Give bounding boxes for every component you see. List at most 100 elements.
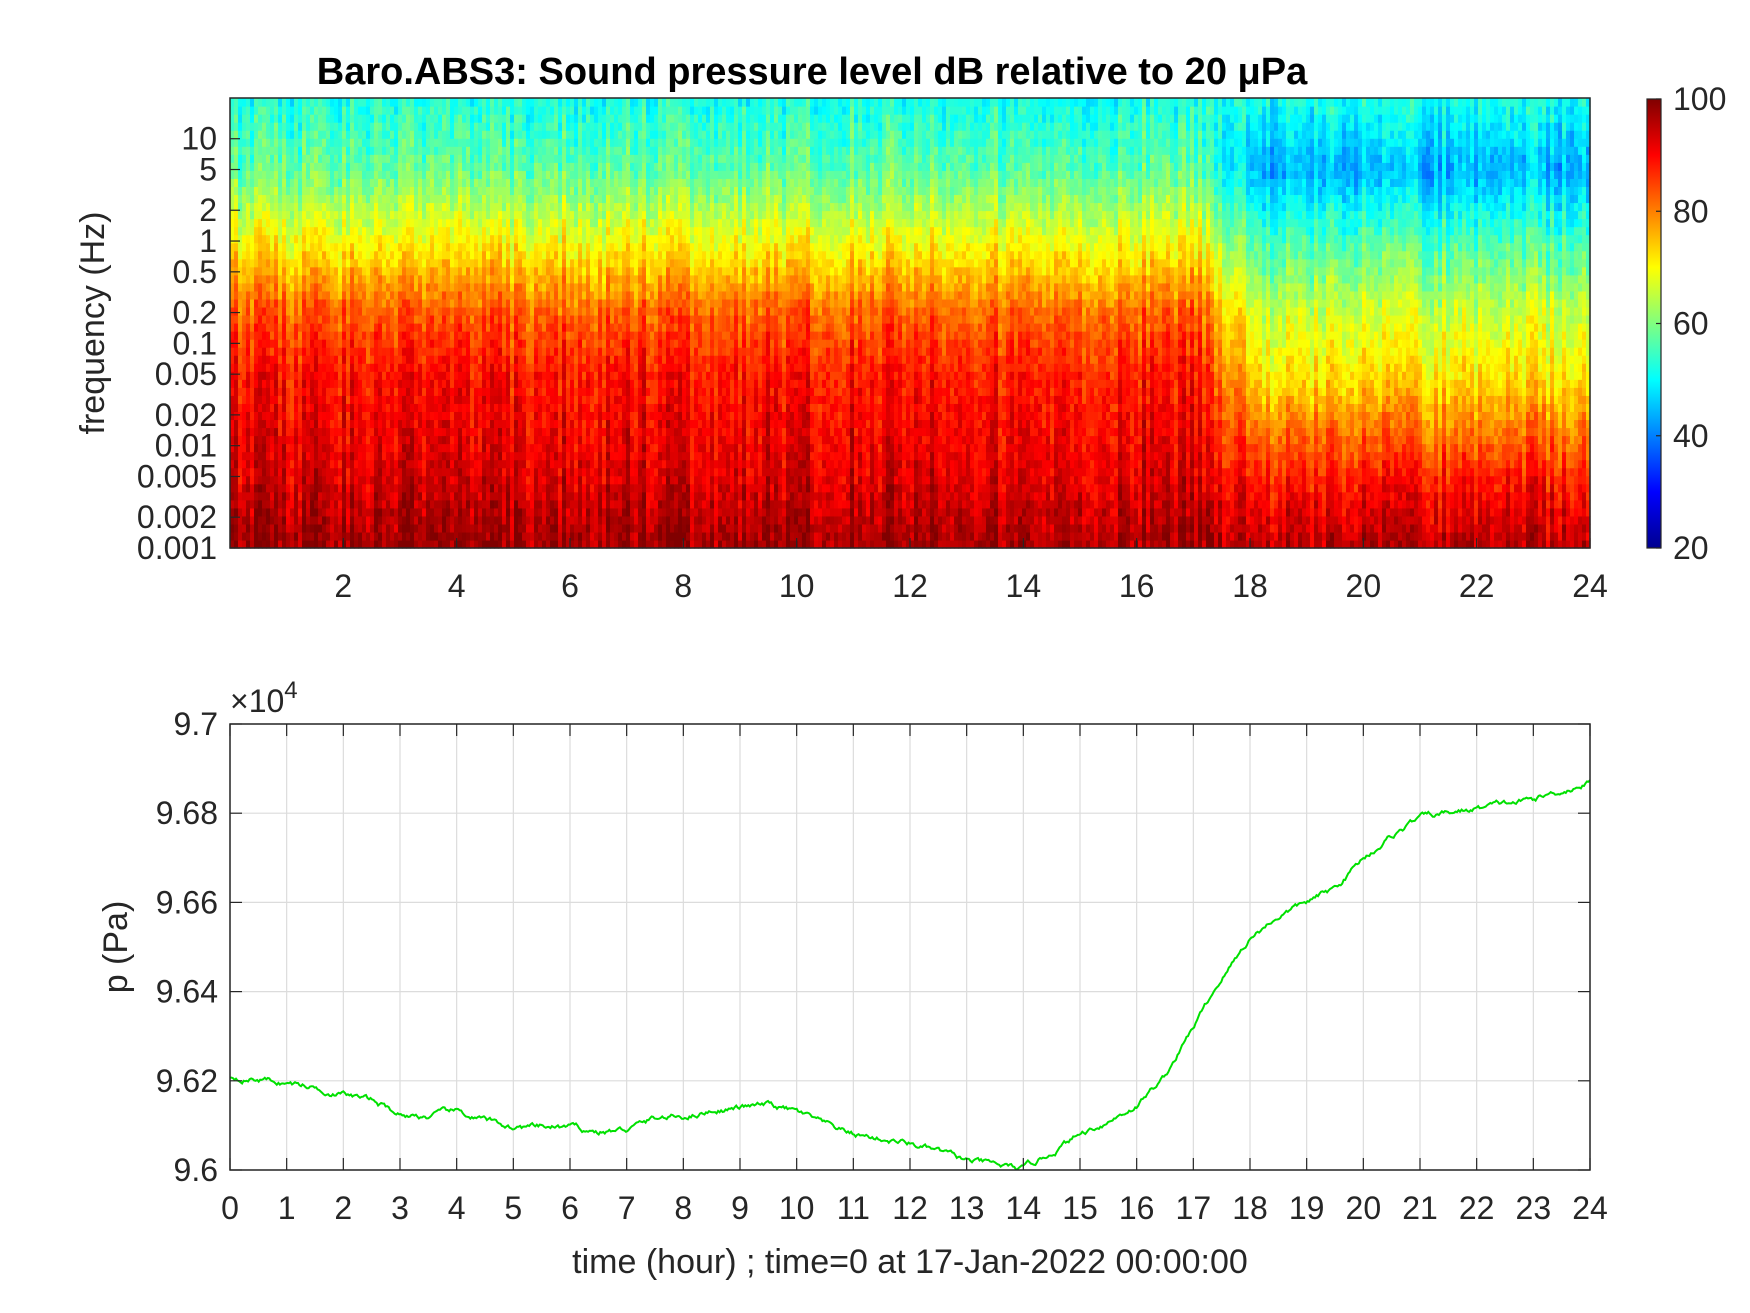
heatmap-cell: [438, 355, 443, 364]
heatmap-cell: [386, 266, 391, 276]
heatmap-cell: [278, 266, 283, 276]
heatmap-cell: [390, 419, 395, 429]
heatmap-cell: [486, 146, 491, 155]
heatmap-cell: [530, 507, 535, 517]
heatmap-cell: [434, 250, 439, 260]
heatmap-cell: [314, 443, 319, 453]
heatmap-cell: [482, 523, 487, 533]
heatmap-cell: [326, 226, 331, 236]
heatmap-cell: [362, 467, 367, 477]
heatmap-cell: [330, 507, 335, 517]
heatmap-cell: [558, 395, 563, 404]
heatmap-cell: [382, 282, 387, 292]
heatmap-cell: [526, 347, 531, 356]
heatmap-cell: [450, 515, 455, 525]
heatmap-cell: [466, 106, 471, 115]
heatmap-cell: [266, 531, 271, 541]
heatmap-cell: [270, 459, 275, 469]
heatmap-cell: [478, 515, 483, 525]
heatmap-cell: [406, 274, 411, 284]
heatmap-cell: [234, 419, 239, 429]
heatmap-cell: [522, 395, 527, 404]
heatmap-cell: [578, 499, 583, 509]
heatmap-cell: [346, 499, 351, 509]
heatmap-cell: [350, 523, 355, 533]
heatmap-cell: [426, 234, 431, 244]
heatmap-cell: [562, 154, 567, 163]
heatmap-cell: [470, 170, 475, 179]
heatmap-cell: [550, 226, 555, 236]
heatmap-cell: [562, 483, 567, 493]
heatmap-cell: [574, 355, 579, 364]
heatmap-cell: [406, 122, 411, 131]
heatmap-cell: [270, 218, 275, 228]
heatmap-cell: [326, 523, 331, 533]
heatmap-cell: [358, 491, 363, 501]
heatmap-cell: [322, 403, 327, 412]
heatmap-cell: [462, 379, 467, 388]
heatmap-cell: [438, 178, 443, 187]
heatmap-cell: [394, 274, 399, 284]
heatmap-cell: [322, 266, 327, 276]
heatmap-cell: [434, 395, 439, 404]
heatmap-cell: [426, 403, 431, 412]
heatmap-cell: [450, 499, 455, 509]
heatmap-cell: [418, 306, 423, 316]
heatmap-cell: [546, 218, 551, 228]
heatmap-cell: [538, 146, 543, 155]
heatmap-cell: [402, 483, 407, 493]
heatmap-cell: [582, 403, 587, 412]
heatmap-cell: [230, 282, 235, 292]
heatmap-cell: [498, 339, 503, 348]
heatmap-cell: [394, 387, 399, 396]
heatmap-cell: [234, 403, 239, 412]
heatmap-cell: [582, 387, 587, 396]
heatmap-cell: [558, 178, 563, 187]
heatmap-cell: [502, 266, 507, 276]
heatmap-cell: [242, 98, 247, 107]
heatmap-cell: [574, 331, 579, 340]
heatmap-cell: [514, 379, 519, 388]
heatmap-cell: [246, 234, 251, 244]
heatmap-cell: [258, 539, 263, 549]
heatmap-cell: [294, 531, 299, 541]
heatmap-cell: [310, 282, 315, 292]
heatmap-cell: [386, 122, 391, 131]
heatmap-cell: [250, 258, 255, 268]
heatmap-cell: [326, 515, 331, 525]
heatmap-cell: [334, 435, 339, 445]
heatmap-cell: [278, 363, 283, 372]
heatmap-cell: [386, 387, 391, 396]
heatmap-cell: [378, 274, 383, 284]
heatmap-cell: [282, 234, 287, 244]
heatmap-cell: [438, 234, 443, 244]
heatmap-cell: [526, 298, 531, 308]
heatmap-cell: [550, 250, 555, 260]
heatmap-cell: [470, 122, 475, 131]
heatmap-cell: [522, 491, 527, 501]
heatmap-cell: [390, 282, 395, 292]
heatmap-cell: [394, 379, 399, 388]
heatmap-cell: [522, 387, 527, 396]
heatmap-cell: [334, 403, 339, 412]
heatmap-cell: [422, 379, 427, 388]
heatmap-cell: [258, 274, 263, 284]
heatmap-cell: [546, 483, 551, 493]
heatmap-cell: [562, 298, 567, 308]
heatmap-cell: [250, 475, 255, 485]
heatmap-cell: [290, 347, 295, 356]
heatmap-cell: [246, 274, 251, 284]
heatmap-cell: [402, 395, 407, 404]
heatmap-cell: [346, 138, 351, 147]
heatmap-cell: [290, 531, 295, 541]
heatmap-cell: [558, 539, 563, 549]
heatmap-cell: [474, 443, 479, 453]
heatmap-cell: [286, 122, 291, 131]
heatmap-cell: [386, 218, 391, 228]
heatmap-cell: [262, 483, 267, 493]
heatmap-cell: [486, 138, 491, 147]
heatmap-cell: [322, 419, 327, 429]
heatmap-cell: [246, 499, 251, 509]
heatmap-cell: [390, 154, 395, 163]
heatmap-cell: [518, 451, 523, 461]
